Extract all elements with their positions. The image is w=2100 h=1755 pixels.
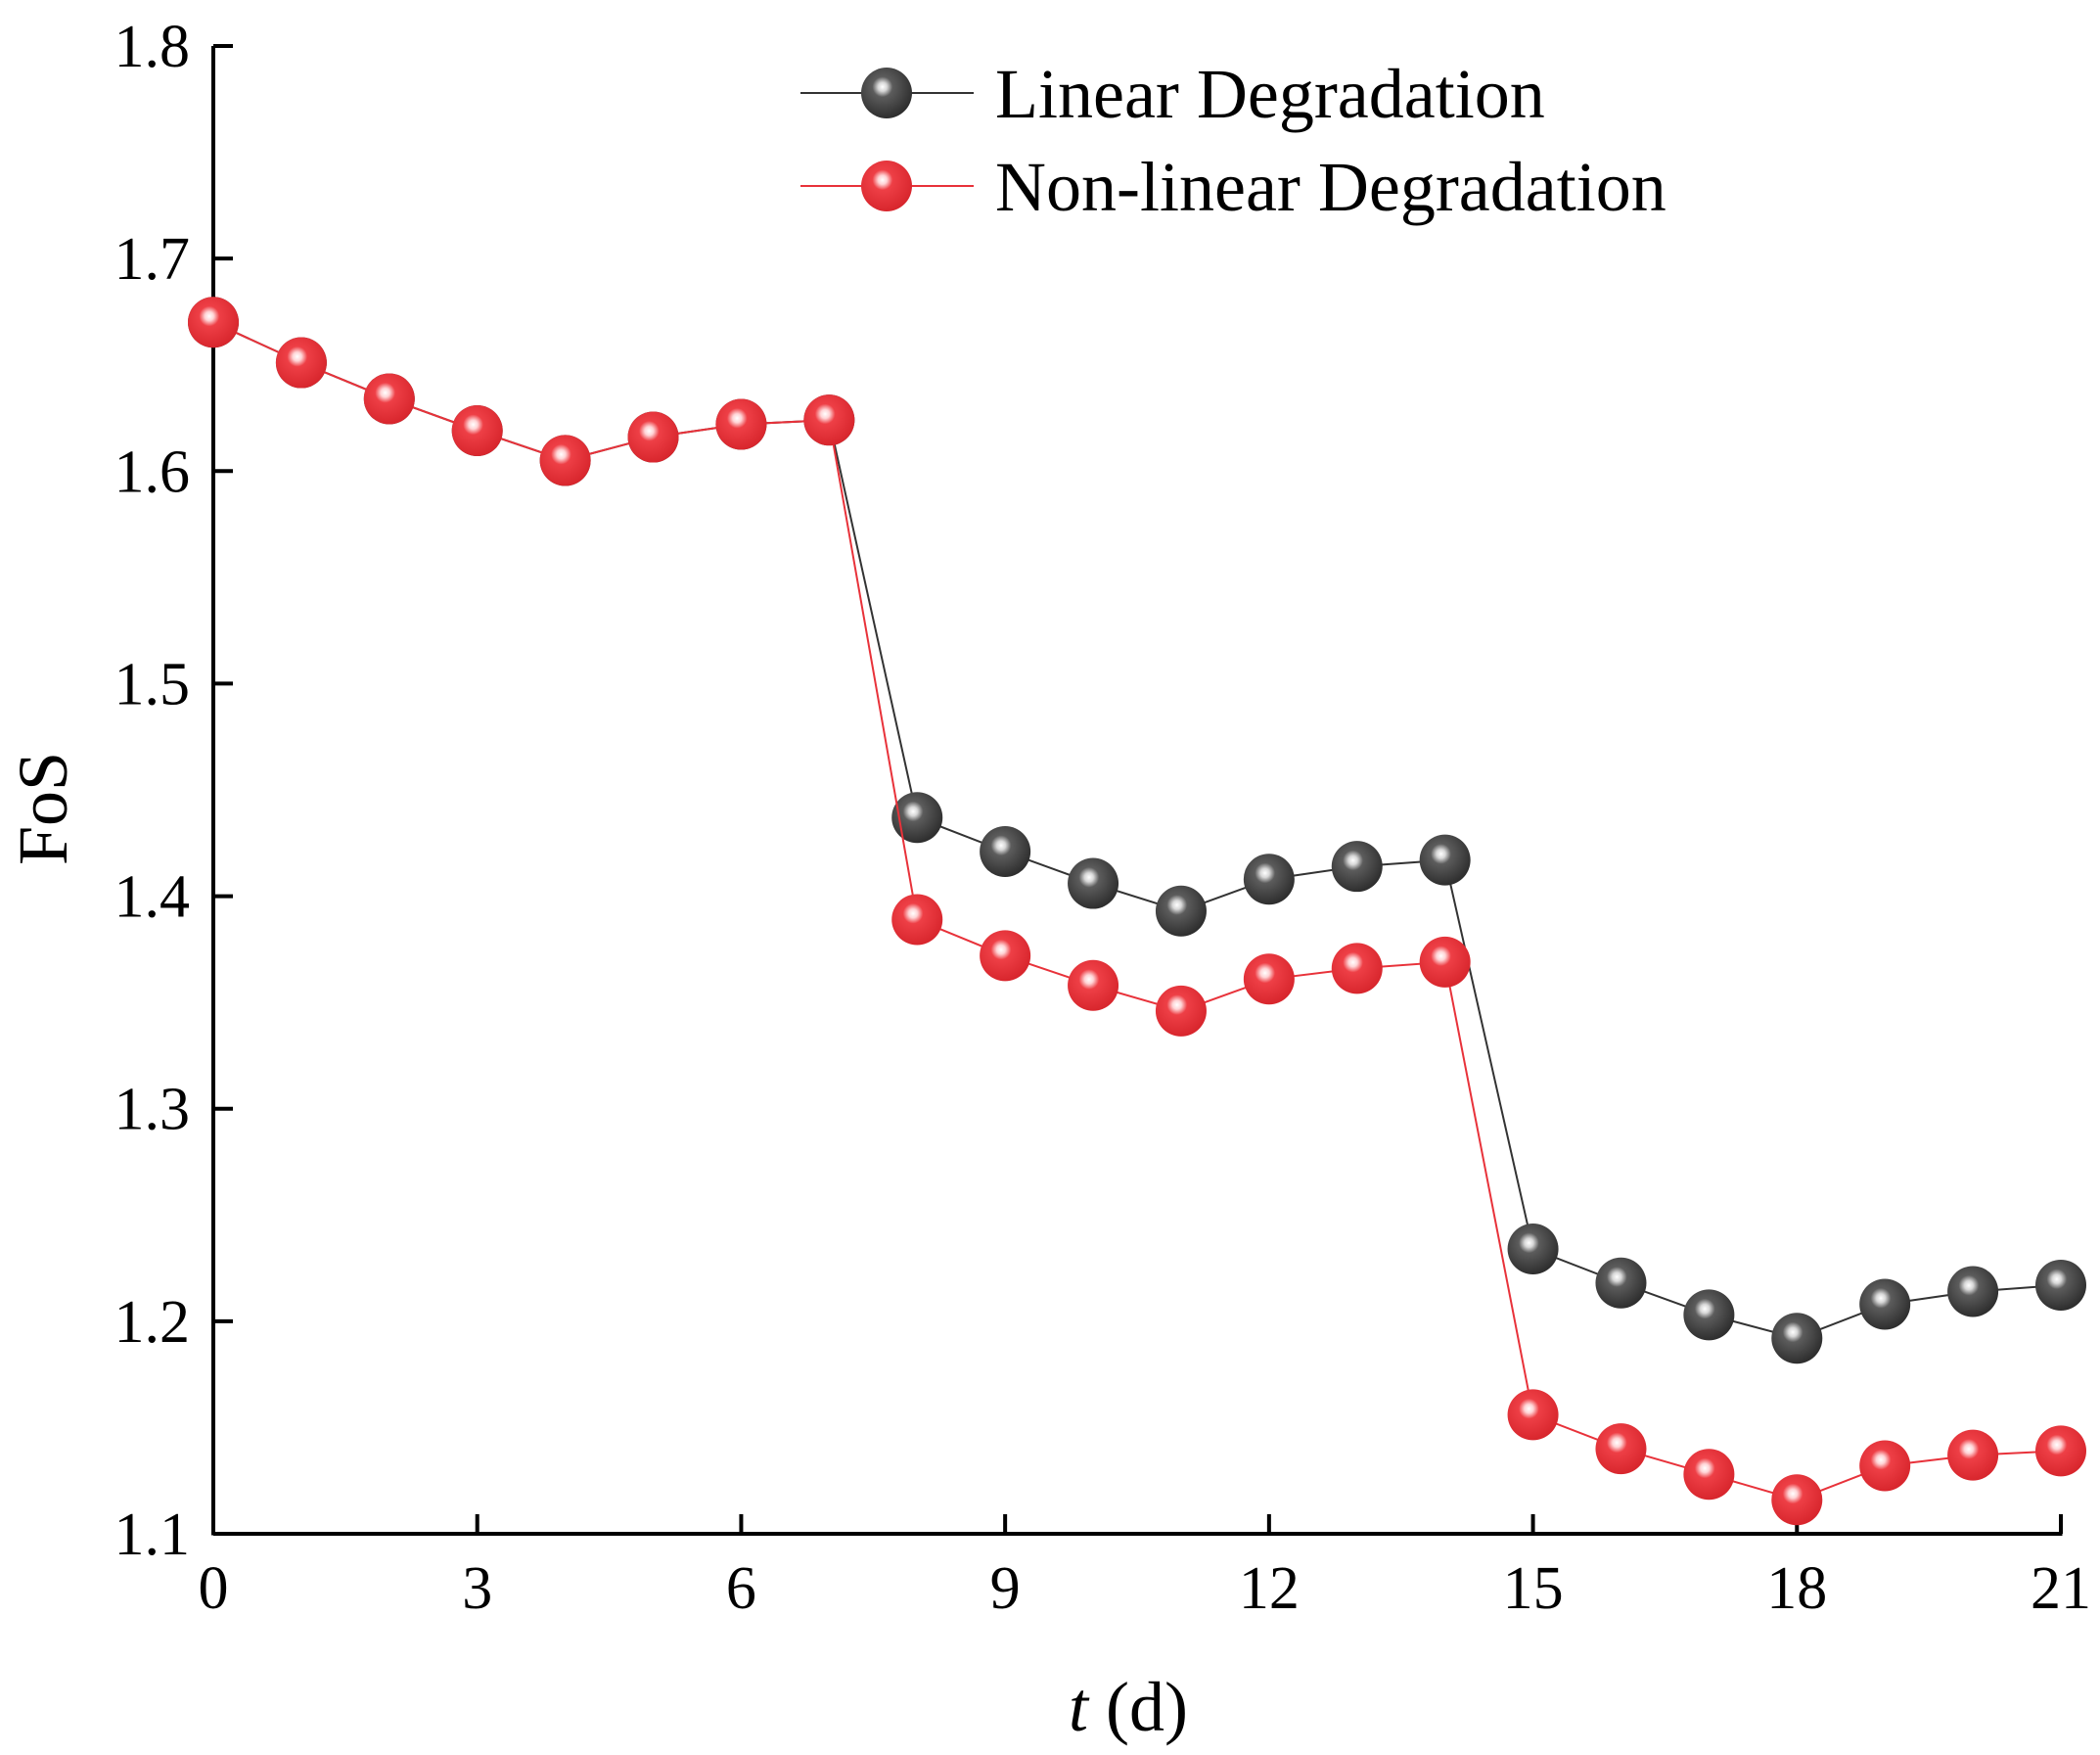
data-point — [980, 825, 1031, 877]
data-point — [2035, 1259, 2086, 1311]
data-point — [1947, 1429, 1999, 1481]
data-point — [363, 373, 415, 425]
data-point — [891, 894, 943, 946]
x-axis-title-unit: (d) — [1088, 1668, 1188, 1746]
y-tick-label: 1.7 — [114, 226, 191, 293]
data-point — [1331, 943, 1383, 994]
series-line — [212, 321, 2062, 1340]
data-point — [1859, 1278, 1911, 1330]
data-point — [1243, 953, 1295, 1005]
data-point — [1331, 841, 1383, 893]
series-linear-degradation — [188, 297, 2086, 1364]
data-point — [1771, 1474, 1823, 1526]
data-point — [715, 398, 767, 450]
data-point — [1595, 1423, 1647, 1475]
x-axis-title-variable: t — [1069, 1668, 1090, 1746]
x-tick-label: 12 — [1239, 1555, 1300, 1622]
legend: Linear Degradation Non-linear Degradation — [800, 55, 1666, 226]
legend-label: Non-linear Degradation — [995, 148, 1666, 226]
data-point — [1859, 1440, 1911, 1492]
data-point — [1683, 1449, 1735, 1501]
data-point — [627, 411, 679, 463]
data-point — [1419, 936, 1471, 988]
y-tick-label: 1.8 — [114, 14, 191, 80]
x-tick-label: 3 — [462, 1555, 492, 1622]
series-layer — [188, 297, 2086, 1526]
data-point — [451, 405, 503, 457]
data-point — [275, 337, 327, 389]
data-point — [980, 930, 1031, 982]
y-axis-title: FoS — [4, 752, 82, 865]
legend-marker — [861, 161, 912, 211]
data-point — [1947, 1266, 1999, 1317]
legend-item-non-linear-degradation: Non-linear Degradation — [800, 148, 1666, 226]
data-point — [539, 435, 591, 486]
x-tick-label: 6 — [726, 1555, 756, 1622]
y-tick-label: 1.6 — [114, 439, 191, 505]
data-point — [1771, 1313, 1823, 1364]
data-point — [891, 792, 943, 844]
data-point — [188, 297, 239, 348]
y-tick-label: 1.1 — [114, 1501, 191, 1568]
y-tick-label: 1.3 — [114, 1077, 191, 1143]
x-tick-label: 18 — [1766, 1555, 1827, 1622]
data-point — [1595, 1257, 1647, 1309]
data-point — [1507, 1224, 1559, 1275]
data-point — [1419, 834, 1471, 886]
data-point — [1243, 854, 1295, 905]
data-point — [1068, 959, 1119, 1011]
x-tick-label: 9 — [990, 1555, 1021, 1622]
x-axis-title: t (d) — [1069, 1668, 1188, 1746]
x-tick-label: 21 — [2031, 1555, 2091, 1622]
x-tick-label: 15 — [1503, 1555, 1564, 1622]
y-tick-label: 1.2 — [114, 1289, 191, 1356]
data-point — [2035, 1425, 2086, 1477]
legend-item-linear-degradation: Linear Degradation — [800, 55, 1545, 133]
data-point — [1507, 1389, 1559, 1441]
data-point — [803, 394, 855, 446]
series-non-linear-degradation — [188, 297, 2086, 1526]
y-tick-label: 1.4 — [114, 864, 191, 931]
data-point — [1155, 885, 1207, 937]
axes: 0 3 6 9 12 15 18 21 1.1 1.2 1.3 1.4 1.5 1.6 1.7 1.8 — [114, 14, 2092, 1622]
data-point — [1068, 857, 1119, 909]
series-line — [212, 321, 2062, 1501]
legend-label: Linear Degradation — [995, 55, 1545, 133]
y-tick-label: 1.5 — [114, 651, 191, 717]
data-point — [1155, 985, 1207, 1037]
x-tick-label: 0 — [199, 1555, 229, 1622]
data-point — [1683, 1289, 1735, 1341]
legend-marker — [861, 68, 912, 118]
